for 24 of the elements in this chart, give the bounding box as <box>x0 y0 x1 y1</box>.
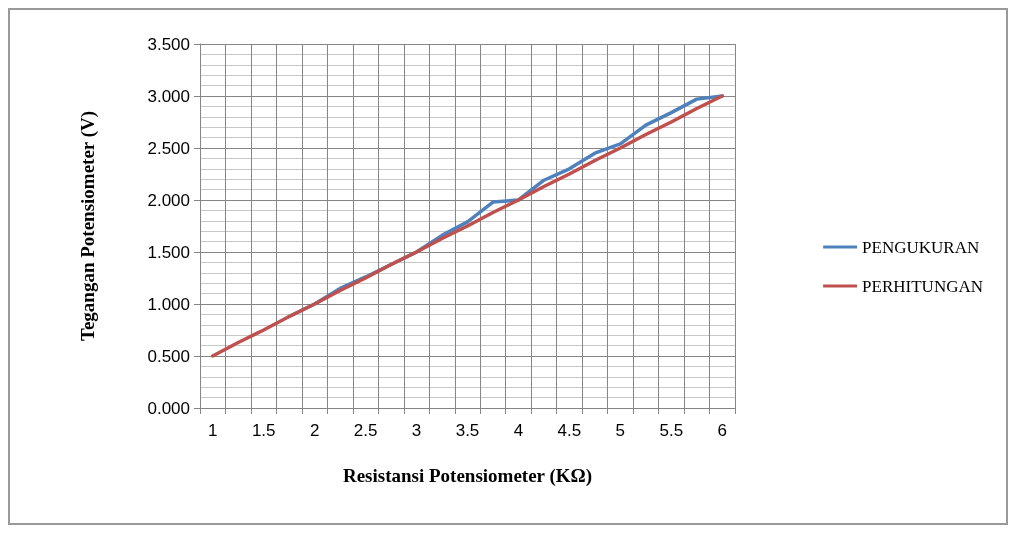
y-tick-label: 0.500 <box>147 346 190 366</box>
y-tick-label: 2.500 <box>147 138 190 158</box>
y-tick-label: 1.000 <box>147 294 190 314</box>
y-tick-label: 0.000 <box>147 398 190 418</box>
x-tick-label: 3.5 <box>455 421 480 440</box>
x-tick-label: 1.5 <box>251 421 276 440</box>
x-tick-label: 6 <box>717 421 727 440</box>
x-tick-label: 5.5 <box>659 421 684 440</box>
x-tick-label: 4 <box>513 421 524 440</box>
y-tick-label: 1.500 <box>147 242 190 262</box>
line-series <box>210 94 725 358</box>
x-tick-label: 1 <box>208 421 218 440</box>
x-tick-label: 5 <box>615 421 626 440</box>
y-tick-label: 3.500 <box>147 34 190 54</box>
y-tick-label: 2.000 <box>147 190 190 210</box>
y-tick-label: 3.000 <box>147 86 190 106</box>
legend-label: PERHITUNGAN <box>862 276 984 296</box>
x-tick-label: 2 <box>309 421 320 440</box>
x-axis-title: Resistansi Potensiometer (KΩ) <box>342 465 593 487</box>
x-tick-label: 4.5 <box>557 421 582 440</box>
legend-label: PENGUKURAN <box>862 237 980 257</box>
x-tick-label: 2.5 <box>353 421 378 440</box>
y-axis-title: Tegangan Potensiometer (V) <box>76 110 99 342</box>
x-tick-label: 3 <box>411 421 422 440</box>
